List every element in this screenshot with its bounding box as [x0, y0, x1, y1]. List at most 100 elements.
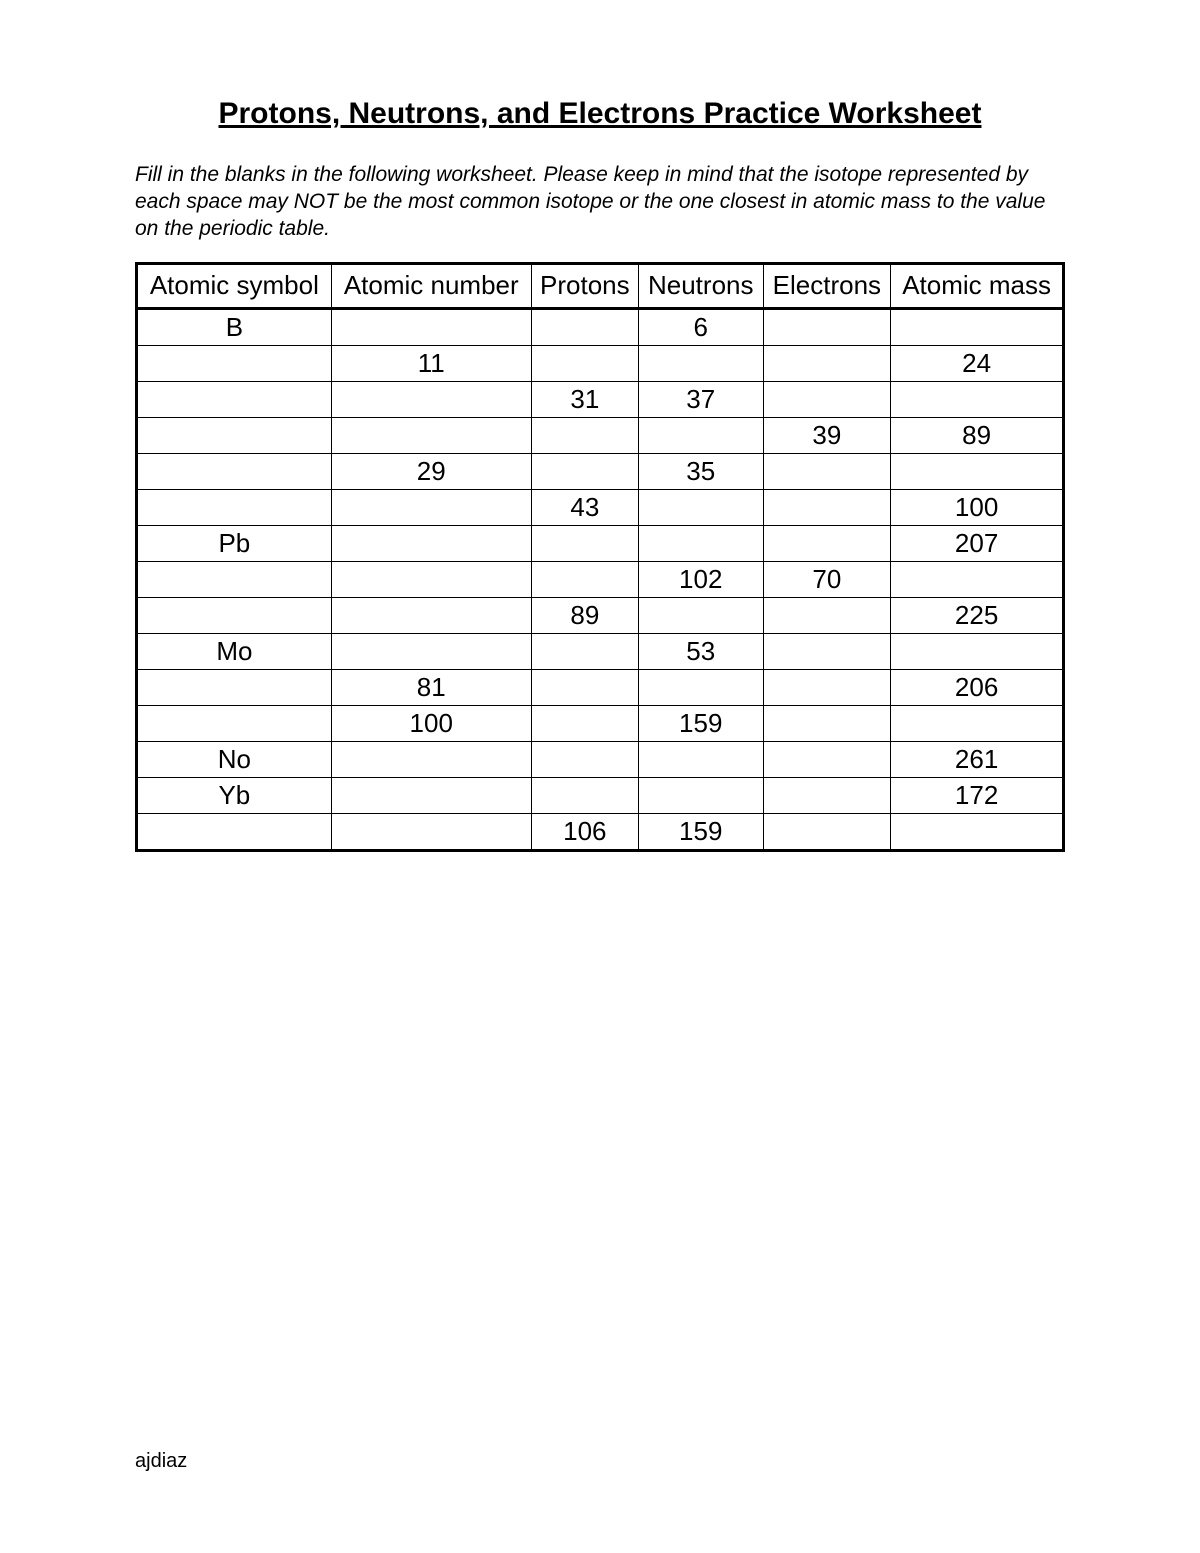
column-header: Atomic number	[331, 264, 531, 309]
table-cell	[531, 670, 638, 706]
worksheet-instructions: Fill in the blanks in the following work…	[135, 161, 1065, 243]
table-cell	[331, 562, 531, 598]
table-cell	[137, 670, 332, 706]
table-cell	[763, 346, 891, 382]
table-row: 102 70	[137, 562, 1064, 598]
table-row: No 261	[137, 742, 1064, 778]
table-cell: Pb	[137, 526, 332, 562]
table-cell	[638, 418, 763, 454]
table-cell: 29	[331, 454, 531, 490]
table-cell	[891, 454, 1064, 490]
table-row: 100 159	[137, 706, 1064, 742]
table-cell	[763, 490, 891, 526]
table-cell: 89	[531, 598, 638, 634]
table-cell: 53	[638, 634, 763, 670]
table-cell	[763, 309, 891, 346]
table-cell: 100	[891, 490, 1064, 526]
table-cell: Mo	[137, 634, 332, 670]
table-cell	[531, 706, 638, 742]
table-cell	[137, 454, 332, 490]
table-cell	[531, 346, 638, 382]
table-cell	[137, 814, 332, 851]
table-row: 11 24	[137, 346, 1064, 382]
table-cell	[891, 382, 1064, 418]
table-cell: 206	[891, 670, 1064, 706]
table-cell	[331, 634, 531, 670]
table-cell: 39	[763, 418, 891, 454]
table-cell	[531, 418, 638, 454]
table-cell	[763, 454, 891, 490]
table-cell: B	[137, 309, 332, 346]
table-cell: 35	[638, 454, 763, 490]
table-cell: 159	[638, 706, 763, 742]
table-cell	[531, 742, 638, 778]
table-cell	[763, 742, 891, 778]
table-cell	[763, 706, 891, 742]
table-cell	[638, 778, 763, 814]
table-cell	[137, 706, 332, 742]
table-row: 29 35	[137, 454, 1064, 490]
table-cell	[331, 742, 531, 778]
table-cell	[891, 562, 1064, 598]
table-cell: 106	[531, 814, 638, 851]
table-cell	[638, 490, 763, 526]
table-cell: 43	[531, 490, 638, 526]
page-footer: ajdiaz	[135, 1450, 187, 1473]
worksheet-title: Protons, Neutrons, and Electrons Practic…	[135, 95, 1065, 133]
column-header: Electrons	[763, 264, 891, 309]
table-cell: 207	[891, 526, 1064, 562]
table-cell	[331, 598, 531, 634]
table-cell: 37	[638, 382, 763, 418]
table-cell	[891, 706, 1064, 742]
column-header: Neutrons	[638, 264, 763, 309]
worksheet-table: Atomic symbol Atomic number Protons Neut…	[135, 262, 1065, 852]
table-row: Pb 207	[137, 526, 1064, 562]
table-cell: No	[137, 742, 332, 778]
table-cell: 100	[331, 706, 531, 742]
table-cell: 102	[638, 562, 763, 598]
table-cell	[763, 634, 891, 670]
table-header-row: Atomic symbol Atomic number Protons Neut…	[137, 264, 1064, 309]
table-row: 31 37	[137, 382, 1064, 418]
table-cell: 31	[531, 382, 638, 418]
table-cell	[137, 382, 332, 418]
table-cell: 159	[638, 814, 763, 851]
table-cell: 24	[891, 346, 1064, 382]
table-cell	[531, 634, 638, 670]
table-row: 43 100	[137, 490, 1064, 526]
table-cell: 225	[891, 598, 1064, 634]
table-cell	[531, 778, 638, 814]
table-cell	[891, 634, 1064, 670]
table-cell	[763, 778, 891, 814]
table-cell	[638, 346, 763, 382]
table-cell: 6	[638, 309, 763, 346]
table-cell: 261	[891, 742, 1064, 778]
table-cell	[763, 670, 891, 706]
table-cell	[331, 778, 531, 814]
table-row: B 6	[137, 309, 1064, 346]
table-cell	[331, 382, 531, 418]
table-cell	[331, 526, 531, 562]
table-cell	[531, 562, 638, 598]
table-row: Mo 53	[137, 634, 1064, 670]
table-row: 39 89	[137, 418, 1064, 454]
table-cell	[891, 814, 1064, 851]
table-cell	[331, 490, 531, 526]
table-row: 89 225	[137, 598, 1064, 634]
table-row: 81 206	[137, 670, 1064, 706]
table-cell: 11	[331, 346, 531, 382]
table-cell	[137, 346, 332, 382]
table-cell	[638, 670, 763, 706]
table-cell: 81	[331, 670, 531, 706]
table-cell	[763, 598, 891, 634]
table-cell: 70	[763, 562, 891, 598]
table-row: Yb 172	[137, 778, 1064, 814]
table-cell	[137, 562, 332, 598]
table-cell	[638, 526, 763, 562]
table-cell	[531, 526, 638, 562]
table-cell	[638, 598, 763, 634]
table-cell: 172	[891, 778, 1064, 814]
table-row: 106 159	[137, 814, 1064, 851]
table-cell	[763, 382, 891, 418]
table-cell	[137, 418, 332, 454]
